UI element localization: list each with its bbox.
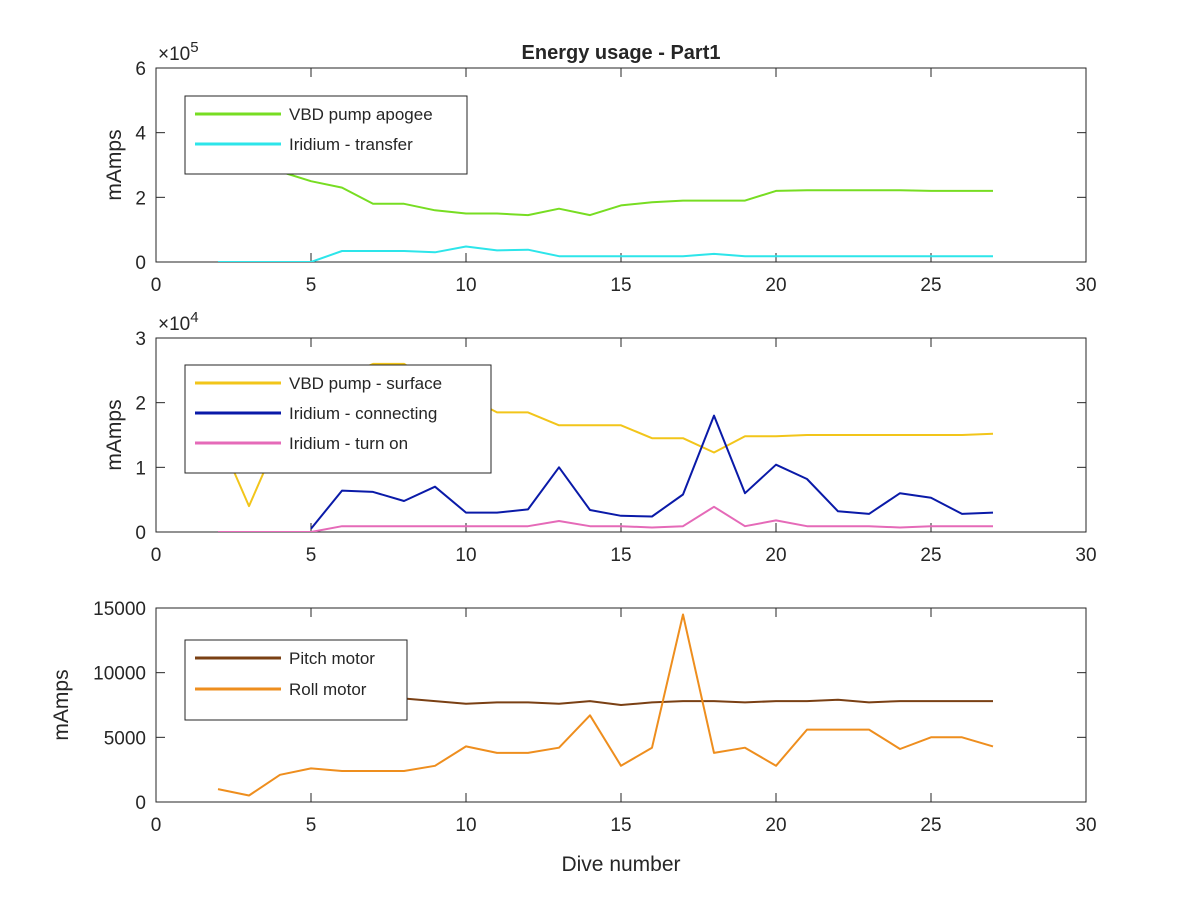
legend-label: Iridium - connecting <box>289 404 437 423</box>
series-lines <box>217 613 994 797</box>
x-tick-label: 15 <box>610 815 631 836</box>
y-axis-label: mAmps <box>103 129 126 200</box>
x-tick-label: 25 <box>920 815 941 836</box>
subplot-3: 0 5 10 15 20 25 30 0 5000 10000 15000 mAmps Pitch mo… <box>50 599 1097 836</box>
x-tick-label: 30 <box>1075 815 1096 836</box>
legend-label: VBD pump apogee <box>289 105 433 124</box>
x-tick-label: 20 <box>765 815 786 836</box>
legend-label: Iridium - transfer <box>289 135 413 154</box>
y-tick-label: 5000 <box>104 728 146 749</box>
legend-label: Pitch motor <box>289 649 375 668</box>
legend: VBD pump apogee Iridium - transfer <box>184 95 468 175</box>
subplot-1: 0 5 10 15 20 25 30 0 2 4 6 ×105 mAmps VBD pump apogee… <box>103 39 1097 296</box>
x-tick-label: 5 <box>306 275 317 296</box>
subplot-2: 0 5 10 15 20 25 30 0 1 2 3 ×104 mAmps VBD pump - surf… <box>103 309 1097 566</box>
y-tick-label: 2 <box>135 188 146 209</box>
y-axis-label: mAmps <box>50 669 73 740</box>
legend: Pitch motor Roll motor <box>184 639 408 721</box>
y-axis-exponent: ×105 <box>158 39 199 65</box>
y-tick-label: 15000 <box>93 599 146 620</box>
y-tick-label: 2 <box>135 394 146 415</box>
figure-title: Energy usage - Part1 <box>522 42 721 64</box>
x-tick-label: 20 <box>765 275 786 296</box>
x-tick-label: 30 <box>1075 545 1096 566</box>
legend-label: Iridium - turn on <box>289 434 408 453</box>
x-tick-label: 15 <box>610 275 631 296</box>
series-line-1 <box>217 138 993 217</box>
legend: VBD pump - surface Iridium - connecting Ir… <box>184 364 492 474</box>
y-tick-label: 0 <box>135 253 146 274</box>
x-tick-label: 20 <box>765 545 786 566</box>
legend-box <box>184 639 408 721</box>
y-tick-label: 6 <box>135 59 146 80</box>
y-tick-label: 1 <box>135 458 146 479</box>
series-lines <box>217 138 993 262</box>
y-axis-label: mAmps <box>103 399 126 470</box>
x-tick-label: 10 <box>455 815 476 836</box>
x-tick-label: 0 <box>151 275 162 296</box>
x-tick-label: 0 <box>151 815 162 836</box>
y-tick-label: 3 <box>135 329 146 350</box>
series-line-3 <box>218 505 993 532</box>
legend-box <box>184 95 468 175</box>
legend-label: Roll motor <box>289 680 367 699</box>
x-tick-label: 30 <box>1075 275 1096 296</box>
x-tick-label: 0 <box>151 545 162 566</box>
y-tick-label: 4 <box>135 124 146 145</box>
x-tick-label: 10 <box>455 545 476 566</box>
x-tick-label: 25 <box>920 275 941 296</box>
series-line-2 <box>310 414 994 530</box>
series-line-2 <box>218 245 993 262</box>
x-tick-label: 5 <box>306 815 317 836</box>
series-line-2 <box>217 613 994 797</box>
x-axis-label: Dive number <box>561 853 680 876</box>
series-line-1 <box>403 697 993 706</box>
y-tick-label: 0 <box>135 523 146 544</box>
x-tick-label: 5 <box>306 545 317 566</box>
legend-label: VBD pump - surface <box>289 374 442 393</box>
y-axis-exponent: ×104 <box>158 309 199 335</box>
x-tick-label: 10 <box>455 275 476 296</box>
x-tick-label: 25 <box>920 545 941 566</box>
y-tick-label: 0 <box>135 793 146 814</box>
y-tick-label: 10000 <box>93 664 146 685</box>
x-tick-label: 15 <box>610 545 631 566</box>
